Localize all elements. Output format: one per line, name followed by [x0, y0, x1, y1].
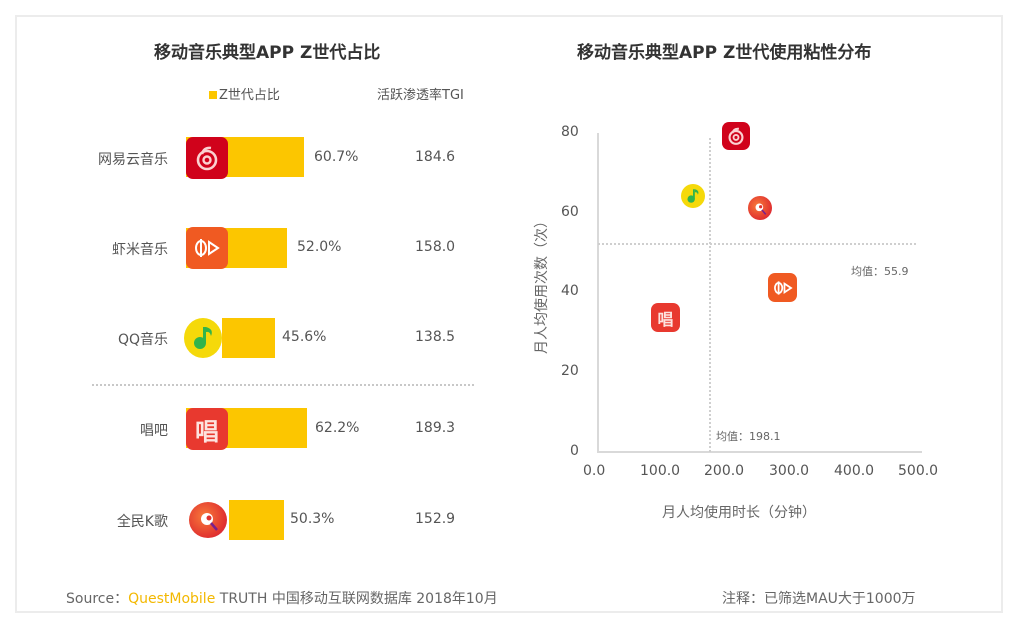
- x-axis-label: 月人均使用时长（分钟）: [662, 505, 816, 521]
- pct-changba: 62.2%: [315, 420, 360, 436]
- row-label-changba: 唱吧: [140, 423, 168, 439]
- tgi-kge: 152.9: [415, 511, 456, 527]
- mean-x-label: 均值：198.1: [716, 430, 781, 443]
- netease-cloud-music-icon: [186, 137, 228, 179]
- x-tick-200: 200.0: [704, 463, 745, 479]
- row-label-qq: QQ音乐: [117, 332, 168, 348]
- xiami-music-icon: [186, 227, 228, 269]
- pct-kge: 50.3%: [290, 511, 335, 527]
- group-separator: [92, 384, 474, 386]
- y-axis-label: 月人均使用次数（次）: [534, 214, 550, 354]
- source-rest: TRUTH 中国移动互联网数据库 2018年10月: [215, 591, 498, 607]
- x-tick-400: 400.0: [834, 463, 875, 479]
- y-tick-0: 0: [570, 443, 579, 459]
- row-label-netease: 网易云音乐: [98, 152, 168, 168]
- y-tick-40: 40: [561, 283, 579, 299]
- row-label-kge: 全民K歌: [116, 514, 168, 530]
- scatter-point-changba-icon: 唱: [651, 303, 680, 332]
- chart-frame: [15, 15, 1003, 613]
- mean-x-line: [709, 138, 711, 452]
- pct-netease: 60.7%: [314, 149, 359, 165]
- row-label-xiami: 虾米音乐: [112, 242, 168, 258]
- legend-share-label: Z世代占比: [219, 88, 280, 103]
- tgi-netease: 184.6: [415, 149, 456, 165]
- y-axis-line: [597, 133, 599, 453]
- pct-qq: 45.6%: [282, 329, 327, 345]
- right-chart-title: 移动音乐典型APP Z世代使用粘性分布: [577, 43, 872, 63]
- scatter-point-kge-icon: [748, 196, 772, 220]
- mean-y-line: [598, 243, 916, 245]
- scatter-point-qq-icon: [681, 184, 705, 208]
- tgi-qq: 138.5: [415, 329, 456, 345]
- quanmin-kge-icon: [189, 502, 227, 538]
- x-tick-300: 300.0: [769, 463, 810, 479]
- changba-icon: 唱: [186, 408, 228, 450]
- left-chart-title: 移动音乐典型APP Z世代占比: [154, 43, 381, 63]
- x-tick-0: 0.0: [583, 463, 606, 479]
- scatter-point-netease-icon: [722, 122, 750, 150]
- scatter-point-xiami-icon: [768, 273, 797, 302]
- tgi-changba: 189.3: [415, 420, 456, 436]
- x-axis-line: [597, 451, 922, 453]
- legend-tgi-label: 活跃渗透率TGI: [377, 88, 464, 103]
- bar-kge: [229, 500, 284, 540]
- pct-xiami: 52.0%: [297, 239, 342, 255]
- source-prefix: Source：: [66, 591, 129, 607]
- qq-music-icon: [184, 318, 222, 358]
- source-footer: Source：QuestMobile TRUTH 中国移动互联网数据库 2018…: [66, 588, 498, 608]
- source-brand: QuestMobile: [128, 591, 216, 607]
- bar-qq: [222, 318, 275, 358]
- y-tick-80: 80: [561, 124, 579, 140]
- y-tick-60: 60: [561, 204, 579, 220]
- tgi-xiami: 158.0: [415, 239, 456, 255]
- note-footer: 注释：已筛选MAU大于1000万: [722, 591, 916, 607]
- x-tick-500: 500.0: [898, 463, 939, 479]
- mean-y-label: 均值：55.9: [851, 265, 909, 278]
- y-tick-20: 20: [561, 363, 579, 379]
- legend-square-share: [209, 91, 217, 99]
- x-tick-100: 100.0: [640, 463, 681, 479]
